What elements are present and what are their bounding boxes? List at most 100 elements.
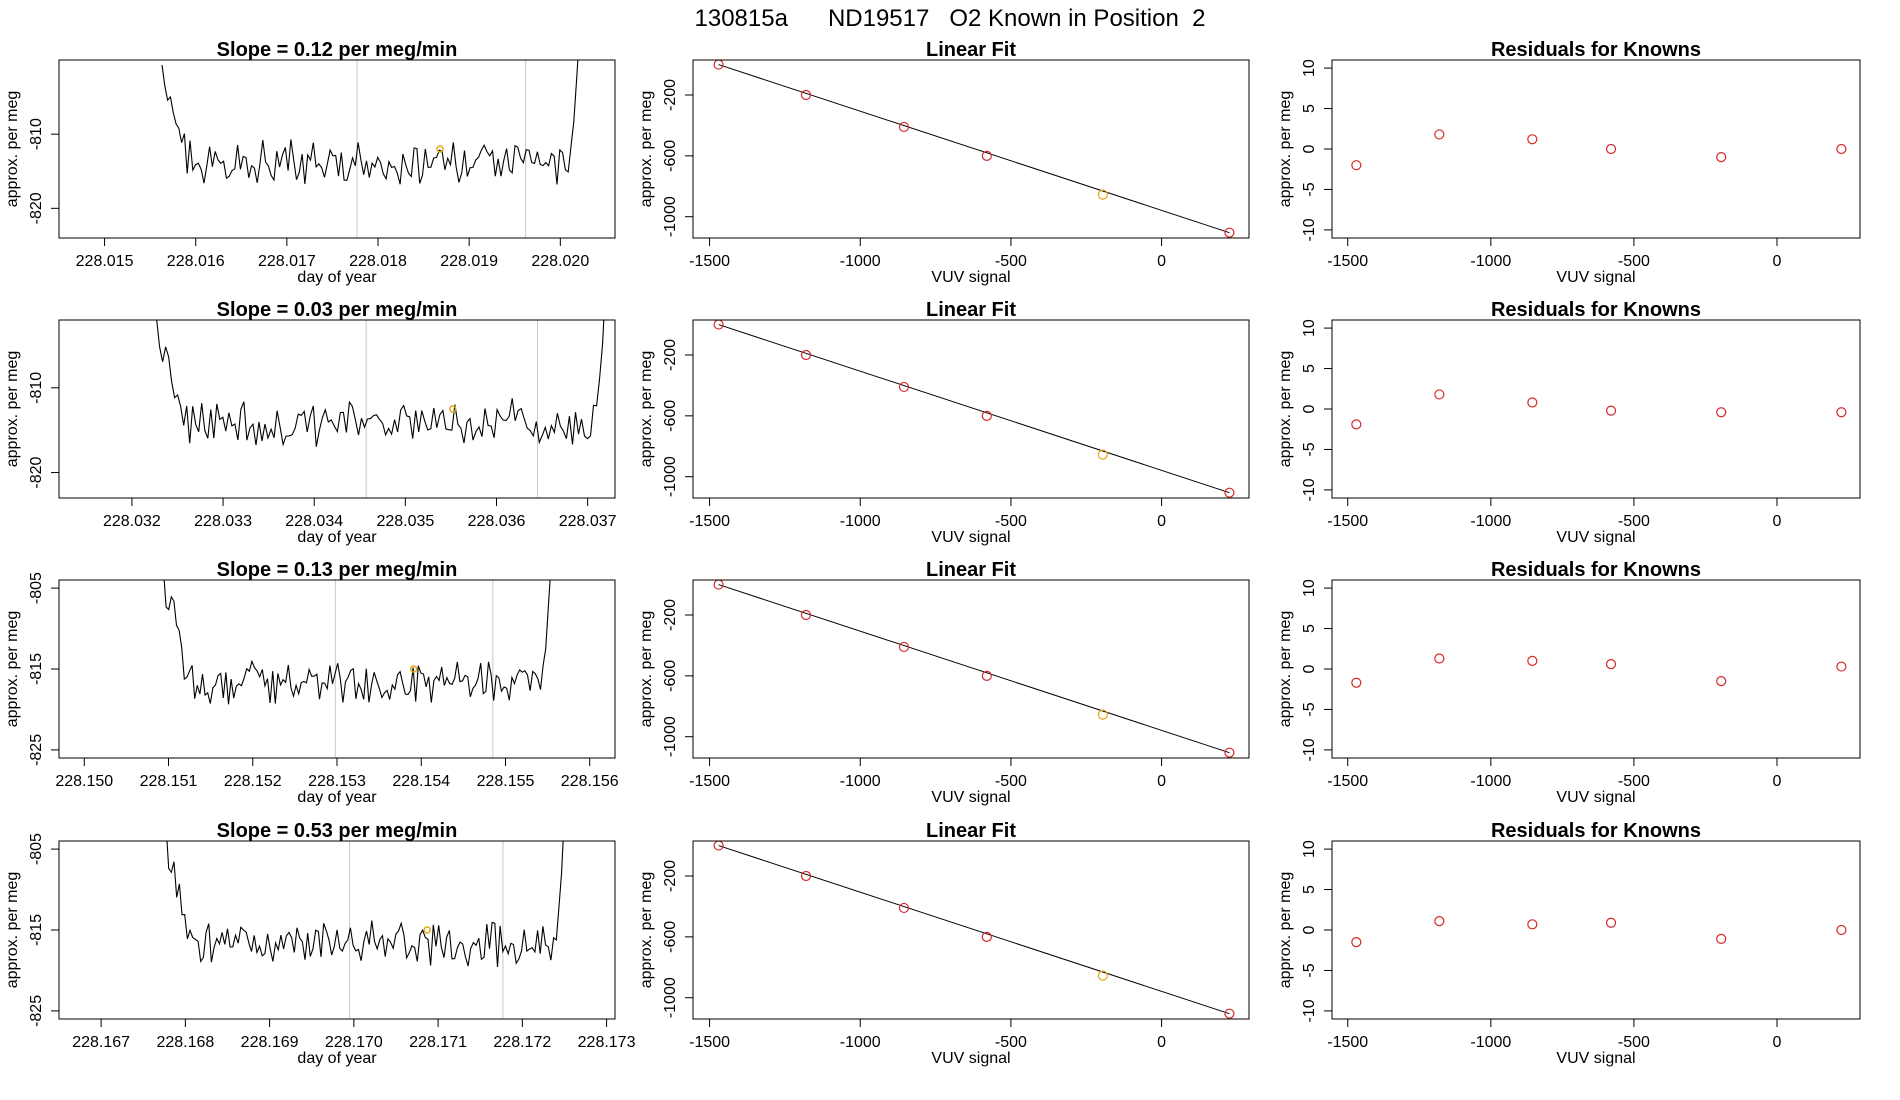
- y-tick-label: -1000: [662, 196, 679, 237]
- plot-frame: [58, 579, 616, 759]
- x-axis-label: VUV signal: [1556, 1050, 1635, 1067]
- panel-title: Slope = 0.53 per meg/min: [217, 820, 458, 842]
- plot-frame: [58, 319, 616, 499]
- x-tick-label: -1500: [1327, 253, 1368, 270]
- x-tick-label: 0: [1773, 253, 1782, 270]
- plot-frame: [1331, 579, 1861, 759]
- x-tick-label: -500: [995, 513, 1027, 530]
- y-axis-label: approx. per meg: [1277, 872, 1294, 989]
- x-tick-label: 228.016: [167, 253, 225, 270]
- y-tick-label: 0: [1301, 664, 1318, 673]
- panel-grid: Slope = 0.12 per meg/min 228.015 228.016 22…: [4, 39, 1861, 1067]
- x-tick-label: 228.032: [103, 513, 161, 530]
- y-axis-label: approx. per meg: [638, 611, 655, 728]
- residual-point: [1605, 405, 1617, 416]
- x-tick-label: -500: [1618, 773, 1650, 790]
- y-tick-label: -600: [662, 921, 679, 953]
- x-tick-label: -1000: [840, 513, 881, 530]
- panel-title: Residuals for Knowns: [1491, 559, 1701, 581]
- panel-title: Linear Fit: [926, 559, 1016, 581]
- data-point: [898, 381, 910, 393]
- y-tick-label: -600: [662, 400, 679, 432]
- y-axis-label: approx. per meg: [4, 872, 21, 989]
- panel-residuals-row-4: Residuals for Knowns -1500 -1000 -500 0 10 5 0 -…: [1277, 820, 1861, 1067]
- y-tick-label: -10: [1301, 999, 1318, 1022]
- y-tick-label: 0: [1301, 404, 1318, 413]
- y-tick-label: 5: [1301, 104, 1318, 113]
- x-tick-label: 228.019: [440, 253, 498, 270]
- plot-frame: [692, 840, 1250, 1020]
- y-axis-label: approx. per meg: [638, 872, 655, 989]
- x-tick-label: -1500: [689, 253, 730, 270]
- x-tick-label: 228.035: [376, 513, 434, 530]
- x-tick-label: 0: [1773, 513, 1782, 530]
- y-tick-label: 5: [1301, 885, 1318, 894]
- x-tick-label: -500: [995, 253, 1027, 270]
- y-tick-label: -200: [662, 599, 679, 631]
- highlight-point: [449, 405, 457, 413]
- x-tick-label: 228.173: [578, 1034, 636, 1051]
- y-axis-label: approx. per meg: [1277, 351, 1294, 468]
- panel-title: Linear Fit: [926, 39, 1016, 61]
- y-tick-label: -200: [662, 860, 679, 892]
- x-tick-label: 228.171: [409, 1034, 467, 1051]
- plot-area: [713, 841, 1235, 1019]
- panel-title: Slope = 0.12 per meg/min: [217, 39, 458, 61]
- x-axis-label: VUV signal: [1556, 529, 1635, 546]
- x-tick-label: -1000: [840, 773, 881, 790]
- panel-time-series-row-3: Slope = 0.13 per meg/min 228.150 228.151 22…: [4, 559, 619, 806]
- panel-title: Residuals for Knowns: [1491, 299, 1701, 321]
- data-point: [981, 670, 992, 681]
- x-tick-label: 228.036: [468, 513, 526, 530]
- x-tick-label: 0: [1157, 773, 1166, 790]
- x-tick-label: 228.018: [349, 253, 407, 270]
- panel-title: Slope = 0.13 per meg/min: [217, 559, 458, 581]
- y-axis-label: approx. per meg: [638, 91, 655, 208]
- panel-title: Linear Fit: [926, 299, 1016, 321]
- data-point: [898, 641, 910, 653]
- x-tick-label: -1500: [689, 1034, 730, 1051]
- plot-area: [166, 841, 564, 1019]
- x-axis-label: day of year: [297, 789, 377, 806]
- x-tick-label: 228.152: [224, 773, 282, 790]
- plot-area: [713, 580, 1235, 758]
- panel-time-series-row-1: Slope = 0.12 per meg/min 228.015 228.016 22…: [4, 39, 616, 286]
- y-tick-label: -810: [28, 372, 45, 404]
- residual-point: [1434, 915, 1445, 927]
- y-tick-label: 5: [1301, 624, 1318, 633]
- fit-line: [718, 584, 1230, 754]
- x-tick-label: 228.151: [140, 773, 198, 790]
- y-axis-label: approx. per meg: [638, 351, 655, 468]
- data-point: [800, 870, 812, 882]
- y-tick-label: -10: [1301, 478, 1318, 501]
- residual-point: [1527, 655, 1538, 667]
- time-series-trace: [156, 320, 605, 447]
- panel-title: Linear Fit: [926, 820, 1016, 842]
- x-axis-label: VUV signal: [1556, 789, 1635, 806]
- plot-area: [713, 320, 1235, 498]
- highlight-point: [436, 145, 444, 153]
- x-axis-label: VUV signal: [931, 529, 1010, 546]
- y-axis-label: approx. per meg: [1277, 611, 1294, 728]
- highlight-point: [1097, 449, 1108, 460]
- residual-point: [1351, 419, 1362, 430]
- panel-linear-fit-row-2: Linear Fit -1500 -1000 -500 0 -200 -600 -1000 VU…: [638, 299, 1250, 546]
- x-tick-label: 0: [1157, 1034, 1166, 1051]
- highlight-point: [423, 926, 431, 934]
- x-tick-label: 228.034: [285, 513, 343, 530]
- data-point: [800, 609, 812, 621]
- panel-title: Slope = 0.03 per meg/min: [217, 299, 458, 321]
- x-tick-label: 228.020: [531, 253, 589, 270]
- time-series-trace: [166, 841, 564, 968]
- plot-frame: [692, 59, 1250, 239]
- x-tick-label: -1000: [840, 253, 881, 270]
- x-tick-label: -1000: [1470, 513, 1511, 530]
- x-tick-label: 0: [1157, 513, 1166, 530]
- x-tick-label: -1500: [1327, 773, 1368, 790]
- panel-title: Residuals for Knowns: [1491, 39, 1701, 61]
- residual-point: [1351, 677, 1362, 688]
- residual-point: [1716, 933, 1727, 945]
- highlight-point: [1097, 189, 1108, 200]
- panel-linear-fit-row-1: Linear Fit -1500 -1000 -500 0 -200 -600 -1000 VU…: [638, 39, 1250, 286]
